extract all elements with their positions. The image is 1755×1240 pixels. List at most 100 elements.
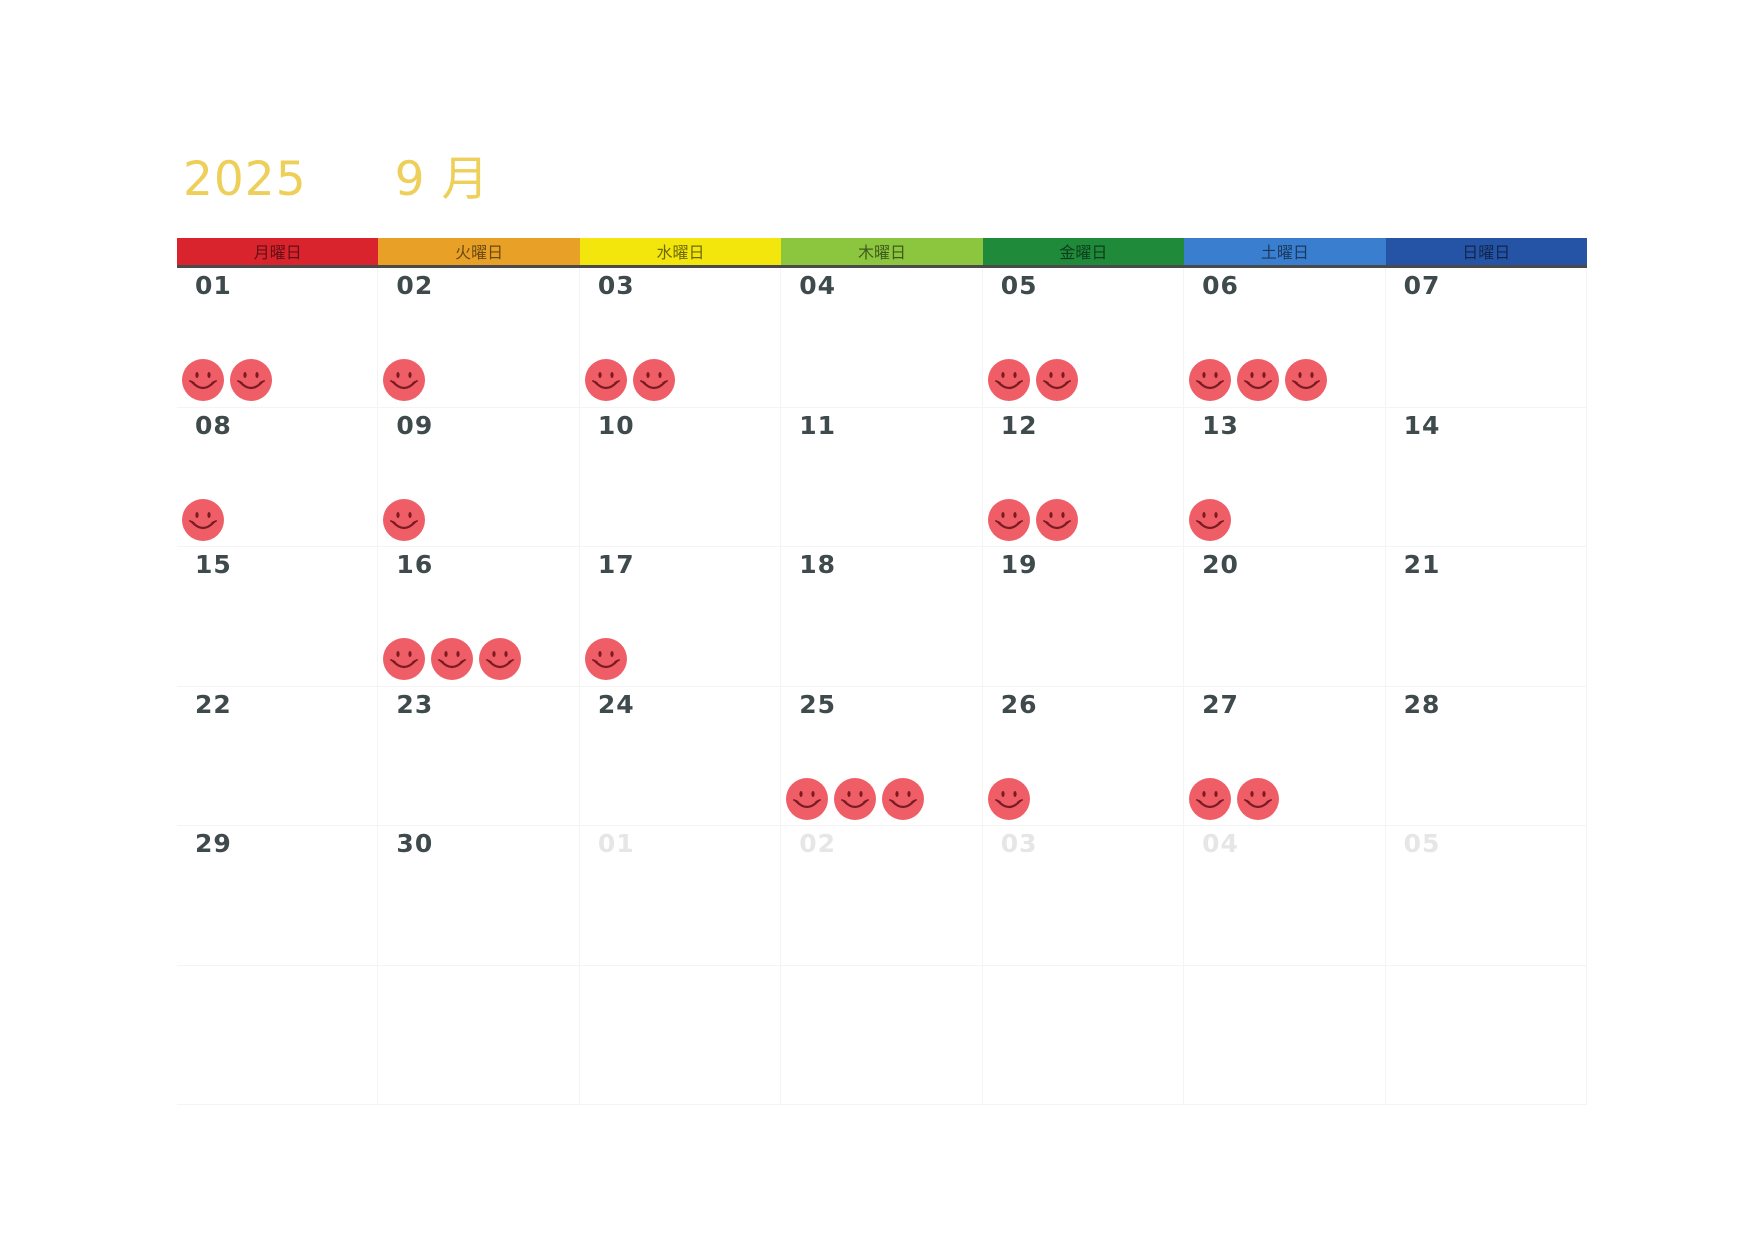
day-cell: 10 (579, 407, 782, 547)
smiley-sticker-icon (834, 777, 877, 820)
day-number: 03 (597, 271, 635, 300)
day-cell: 15 (177, 547, 379, 687)
sticker-group (382, 498, 426, 542)
sticker-group (987, 777, 1031, 821)
smiley-sticker-icon (987, 777, 1030, 820)
sticker-group (785, 777, 925, 821)
day-number: 07 (1403, 271, 1441, 300)
day-number: 26 (1000, 689, 1038, 719)
smiley-sticker-icon (584, 359, 627, 401)
day-number: 25 (799, 689, 837, 719)
sticker-group (181, 498, 225, 542)
smiley-sticker-icon (1237, 359, 1280, 401)
sticker-group (584, 358, 676, 402)
smiley-sticker-icon (1189, 777, 1232, 820)
calendar-title: 2025 9 月 (183, 140, 489, 209)
day-cell: 19 (982, 547, 1185, 687)
sticker-group (1188, 358, 1328, 402)
day-cell (982, 965, 1185, 1105)
day-cell: 07 (1385, 268, 1587, 408)
day-number: 08 (195, 410, 232, 440)
day-cell: 08 (177, 407, 379, 547)
smiley-sticker-icon (383, 498, 426, 541)
day-number: 21 (1403, 550, 1441, 579)
day-number: 05 (1000, 271, 1038, 300)
day-cell: 03 (579, 268, 782, 408)
smiley-sticker-icon (786, 777, 829, 820)
day-number: 29 (195, 829, 232, 858)
smiley-sticker-icon (431, 638, 474, 680)
smiley-sticker-icon (383, 638, 426, 680)
smiley-sticker-icon (987, 498, 1030, 541)
day-cell: 26 (982, 686, 1185, 826)
sticker-group (584, 637, 628, 681)
day-number: 28 (1403, 689, 1441, 719)
smiley-sticker-icon (479, 638, 522, 680)
day-cell: 21 (1385, 547, 1587, 687)
month-calendar: 月曜日 火曜日 水曜日 木曜日 金曜日 土曜日 日曜日 01 02 03 04 05 06… (177, 238, 1587, 1105)
day-number: 11 (799, 410, 837, 440)
day-number: 10 (597, 410, 635, 440)
day-number: 24 (597, 689, 635, 719)
sticker-group (181, 358, 273, 402)
smiley-sticker-icon (1285, 359, 1328, 401)
day-number: 13 (1202, 410, 1239, 440)
day-cell: 17 (579, 547, 782, 687)
day-number: 23 (396, 689, 434, 719)
day-cell: 09 (378, 407, 580, 547)
smiley-sticker-icon (182, 498, 224, 541)
sticker-group (987, 498, 1079, 542)
sticker-group (382, 637, 522, 681)
day-cell: 05 (1385, 826, 1587, 966)
smiley-sticker-icon (882, 777, 925, 820)
weekday-sat: 土曜日 (1184, 238, 1386, 268)
smiley-sticker-icon (1189, 498, 1232, 541)
day-cell: 02 (378, 268, 580, 408)
day-cell: 27 (1184, 686, 1386, 826)
day-number: 03 (1000, 829, 1038, 858)
weekday-wed: 水曜日 (579, 238, 782, 268)
smiley-sticker-icon (1189, 359, 1232, 401)
day-number: 04 (799, 271, 837, 300)
day-cell: 03 (982, 826, 1185, 966)
weekday-sun: 日曜日 (1385, 238, 1587, 268)
day-grid: 01 02 03 04 05 06 07 08 09 10 11 12 13 14 15 16 17 18 19 20… (177, 268, 1587, 1105)
day-cell: 06 (1184, 268, 1386, 408)
day-number: 02 (799, 829, 837, 858)
title-year: 2025 (183, 152, 307, 207)
day-cell (781, 965, 983, 1105)
day-number: 02 (396, 271, 434, 300)
day-number: 20 (1202, 550, 1239, 579)
day-number: 16 (396, 550, 434, 579)
weekday-thu: 木曜日 (781, 238, 983, 268)
day-number: 18 (799, 550, 837, 579)
smiley-sticker-icon (632, 359, 675, 401)
day-number: 01 (597, 829, 635, 858)
day-number: 12 (1000, 410, 1038, 440)
smiley-sticker-icon (987, 359, 1030, 401)
day-number: 22 (195, 689, 232, 719)
day-cell: 04 (781, 268, 983, 408)
smiley-sticker-icon (1035, 498, 1078, 541)
smiley-sticker-icon (182, 359, 224, 401)
day-cell: 29 (177, 826, 379, 966)
day-number: 01 (195, 271, 232, 300)
day-cell (177, 965, 379, 1105)
weekday-tue: 火曜日 (378, 238, 580, 268)
day-cell (579, 965, 782, 1105)
day-number: 17 (597, 550, 635, 579)
day-cell: 30 (378, 826, 580, 966)
smiley-sticker-icon (1237, 777, 1280, 820)
smiley-sticker-icon (1035, 359, 1078, 401)
sticker-group (382, 358, 426, 402)
day-cell: 16 (378, 547, 580, 687)
smiley-sticker-icon (230, 359, 272, 401)
day-cell (1385, 965, 1587, 1105)
sticker-group (987, 358, 1079, 402)
day-cell: 01 (177, 268, 379, 408)
day-number: 15 (195, 550, 232, 579)
title-month: 9 月 (394, 152, 490, 207)
weekday-mon: 月曜日 (177, 238, 379, 268)
sticker-group (1188, 498, 1232, 542)
day-cell: 13 (1184, 407, 1386, 547)
